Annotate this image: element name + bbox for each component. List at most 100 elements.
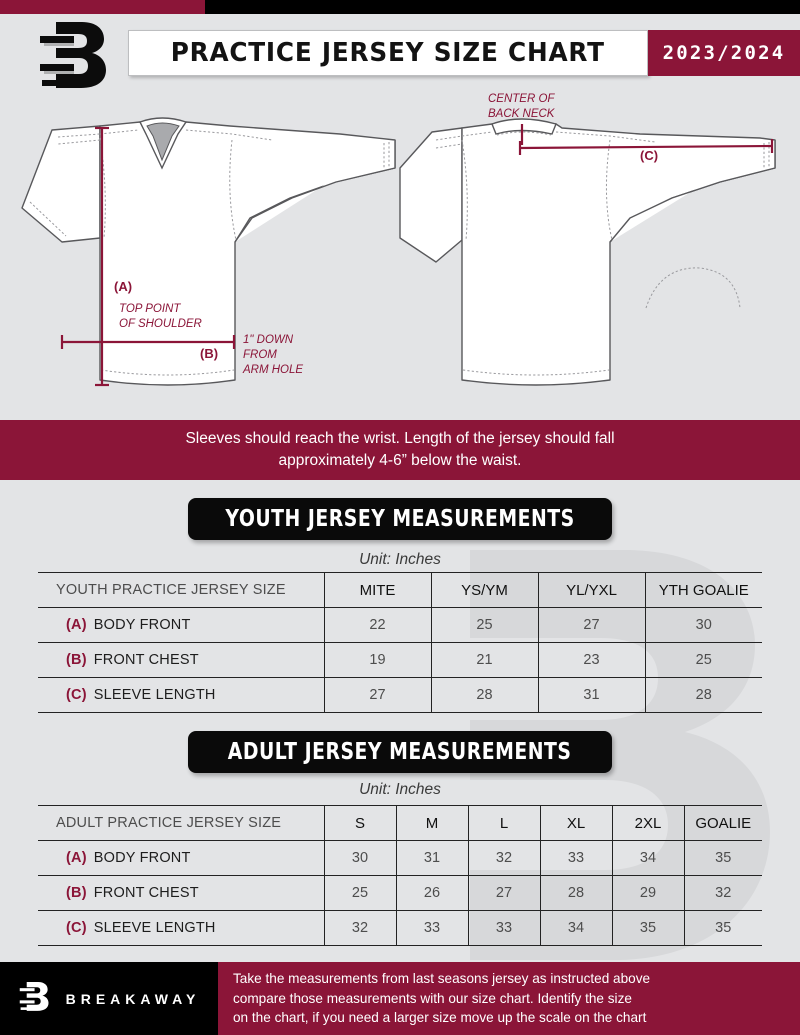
fit-note-banner: Sleeves should reach the wrist. Length o… xyxy=(0,420,800,480)
adult-column-header-2: L xyxy=(467,805,540,841)
youth-cell-2-1: 28 xyxy=(430,677,538,713)
jersey-illustration-panel: .outl { fill:#ffffff; stroke:#58585b; st… xyxy=(0,90,800,420)
footer-instruction-line-2: compare those measurements with our size… xyxy=(233,990,632,1006)
front-jersey-drawing xyxy=(21,117,396,387)
front-label-b-note-3: ARM HOLE xyxy=(242,364,303,376)
footer-instruction-line-3: on the chart, if you need a larger size … xyxy=(233,1010,647,1026)
youth-cell-0-3: 30 xyxy=(644,607,762,643)
youth-row-label-0: (A) BODY FRONT xyxy=(38,607,324,643)
season-year-badge: 2023/2024 xyxy=(648,30,800,76)
adult-cell-2-0: 32 xyxy=(323,910,396,946)
youth-column-header-3: YTH GOALIE xyxy=(644,572,762,608)
footer-instructions: Take the measurements from last seasons … xyxy=(218,962,800,1035)
fit-note-line-1: Sleeves should reach the wrist. Length o… xyxy=(185,430,615,447)
youth-row-tag-1: (B) xyxy=(66,652,87,668)
youth-size-table: YOUTH PRACTICE JERSEY SIZE MITE YS/YM YL… xyxy=(38,572,762,713)
youth-row-name-0: BODY FRONT xyxy=(93,617,191,633)
adult-cell-2-2: 33 xyxy=(467,910,540,946)
adult-cell-1-5: 32 xyxy=(683,875,762,911)
adult-cell-0-2: 32 xyxy=(467,840,540,876)
youth-row-label-1: (B) FRONT CHEST xyxy=(38,642,324,678)
youth-column-header-1: YS/YM xyxy=(430,572,538,608)
adult-column-header-0: S xyxy=(323,805,396,841)
adult-row-name-1: FRONT CHEST xyxy=(93,885,199,901)
youth-row-name-1: FRONT CHEST xyxy=(93,652,199,668)
breakaway-b-logo-icon xyxy=(36,18,114,90)
fit-note-line-2: approximately 4-6” below the waist. xyxy=(278,452,522,469)
adult-row-label-2: (C) SLEEVE LENGTH xyxy=(38,910,324,946)
adult-size-table: ADULT PRACTICE JERSEY SIZE S M L XL 2XL … xyxy=(38,805,762,946)
youth-cell-1-0: 19 xyxy=(323,642,431,678)
adult-unit-label: Unit: Inches xyxy=(359,781,441,798)
youth-cell-1-3: 25 xyxy=(644,642,762,678)
adult-column-header-5: GOALIE xyxy=(683,805,762,841)
youth-section-title-pill: YOUTH JERSEY MEASUREMENTS xyxy=(188,498,612,540)
youth-row-tag-0: (A) xyxy=(66,617,87,633)
back-neck-note-2: BACK NECK xyxy=(488,108,556,120)
youth-unit-label: Unit: Inches xyxy=(359,551,441,568)
youth-cell-0-0: 22 xyxy=(323,607,431,643)
top-accent-bars xyxy=(0,0,800,14)
adult-row-tag-0: (A) xyxy=(66,850,87,866)
youth-cell-2-0: 27 xyxy=(323,677,431,713)
adult-cell-0-5: 35 xyxy=(683,840,762,876)
youth-column-header-0: MITE xyxy=(323,572,431,608)
youth-cell-1-1: 21 xyxy=(430,642,538,678)
youth-cell-2-2: 31 xyxy=(537,677,645,713)
front-label-b-note-1: 1" DOWN xyxy=(243,334,294,346)
youth-cell-0-2: 27 xyxy=(537,607,645,643)
adult-cell-2-3: 34 xyxy=(539,910,612,946)
adult-row-label-0: (A) BODY FRONT xyxy=(38,840,324,876)
table-row: (C) SLEEVE LENGTH 32 33 33 34 35 35 xyxy=(38,910,762,946)
front-label-a: (A) xyxy=(114,279,132,294)
adult-column-header-1: M xyxy=(395,805,468,841)
youth-row-label-2: (C) SLEEVE LENGTH xyxy=(38,677,324,713)
front-label-a-note-2: OF SHOULDER xyxy=(119,318,202,330)
youth-row-tag-2: (C) xyxy=(66,687,87,703)
adult-size-column-label: ADULT PRACTICE JERSEY SIZE xyxy=(38,805,324,841)
page-title: PRACTICE JERSEY SIZE CHART xyxy=(170,38,606,68)
adult-cell-1-3: 28 xyxy=(539,875,612,911)
youth-cell-0-1: 25 xyxy=(430,607,538,643)
adult-row-label-1: (B) FRONT CHEST xyxy=(38,875,324,911)
adult-cell-1-1: 26 xyxy=(395,875,468,911)
table-row: (A) BODY FRONT 30 31 32 33 34 35 xyxy=(38,840,762,876)
adult-row-tag-2: (C) xyxy=(66,920,87,936)
adult-section-title-pill: ADULT JERSEY MEASUREMENTS xyxy=(188,731,612,773)
adult-cell-0-0: 30 xyxy=(323,840,396,876)
table-row: (A) BODY FRONT 22 25 27 30 xyxy=(38,607,762,643)
season-year-label: 2023/2024 xyxy=(662,42,786,64)
front-label-a-note-1: TOP POINT xyxy=(119,303,181,315)
table-row: (B) FRONT CHEST 25 26 27 28 29 32 xyxy=(38,875,762,911)
back-label-c: (C) xyxy=(640,148,658,163)
adult-row-tag-1: (B) xyxy=(66,885,87,901)
adult-cell-0-4: 34 xyxy=(611,840,684,876)
top-bar-black xyxy=(205,0,800,14)
adult-column-header-3: XL xyxy=(539,805,612,841)
adult-row-name-2: SLEEVE LENGTH xyxy=(93,920,216,936)
footer-breakaway-b-logo-icon xyxy=(18,976,52,1021)
adult-cell-1-4: 29 xyxy=(611,875,684,911)
table-row: (C) SLEEVE LENGTH 27 28 31 28 xyxy=(38,677,762,713)
adult-cell-0-3: 33 xyxy=(539,840,612,876)
back-jersey-drawing xyxy=(399,118,776,386)
youth-row-name-2: SLEEVE LENGTH xyxy=(93,687,216,703)
footer-brand-block: BREAKAWAY xyxy=(0,962,218,1035)
adult-section-title: ADULT JERSEY MEASUREMENTS xyxy=(228,739,572,765)
front-label-b: (B) xyxy=(200,346,218,361)
youth-section-title: YOUTH JERSEY MEASUREMENTS xyxy=(225,506,575,532)
adult-cell-2-5: 35 xyxy=(683,910,762,946)
table-header-row: ADULT PRACTICE JERSEY SIZE S M L XL 2XL … xyxy=(38,805,762,841)
page-header: PRACTICE JERSEY SIZE CHART 2023/2024 xyxy=(0,14,800,90)
front-label-b-note-2: FROM xyxy=(243,349,277,361)
table-header-row: YOUTH PRACTICE JERSEY SIZE MITE YS/YM YL… xyxy=(38,572,762,608)
top-bar-maroon xyxy=(0,0,205,14)
table-row: (B) FRONT CHEST 19 21 23 25 xyxy=(38,642,762,678)
youth-cell-2-3: 28 xyxy=(644,677,762,713)
adult-cell-0-1: 31 xyxy=(395,840,468,876)
adult-cell-1-2: 27 xyxy=(467,875,540,911)
youth-column-header-2: YL/YXL xyxy=(537,572,645,608)
adult-row-name-0: BODY FRONT xyxy=(93,850,191,866)
adult-cell-2-4: 35 xyxy=(611,910,684,946)
footer-instruction-line-1: Take the measurements from last seasons … xyxy=(233,971,651,987)
